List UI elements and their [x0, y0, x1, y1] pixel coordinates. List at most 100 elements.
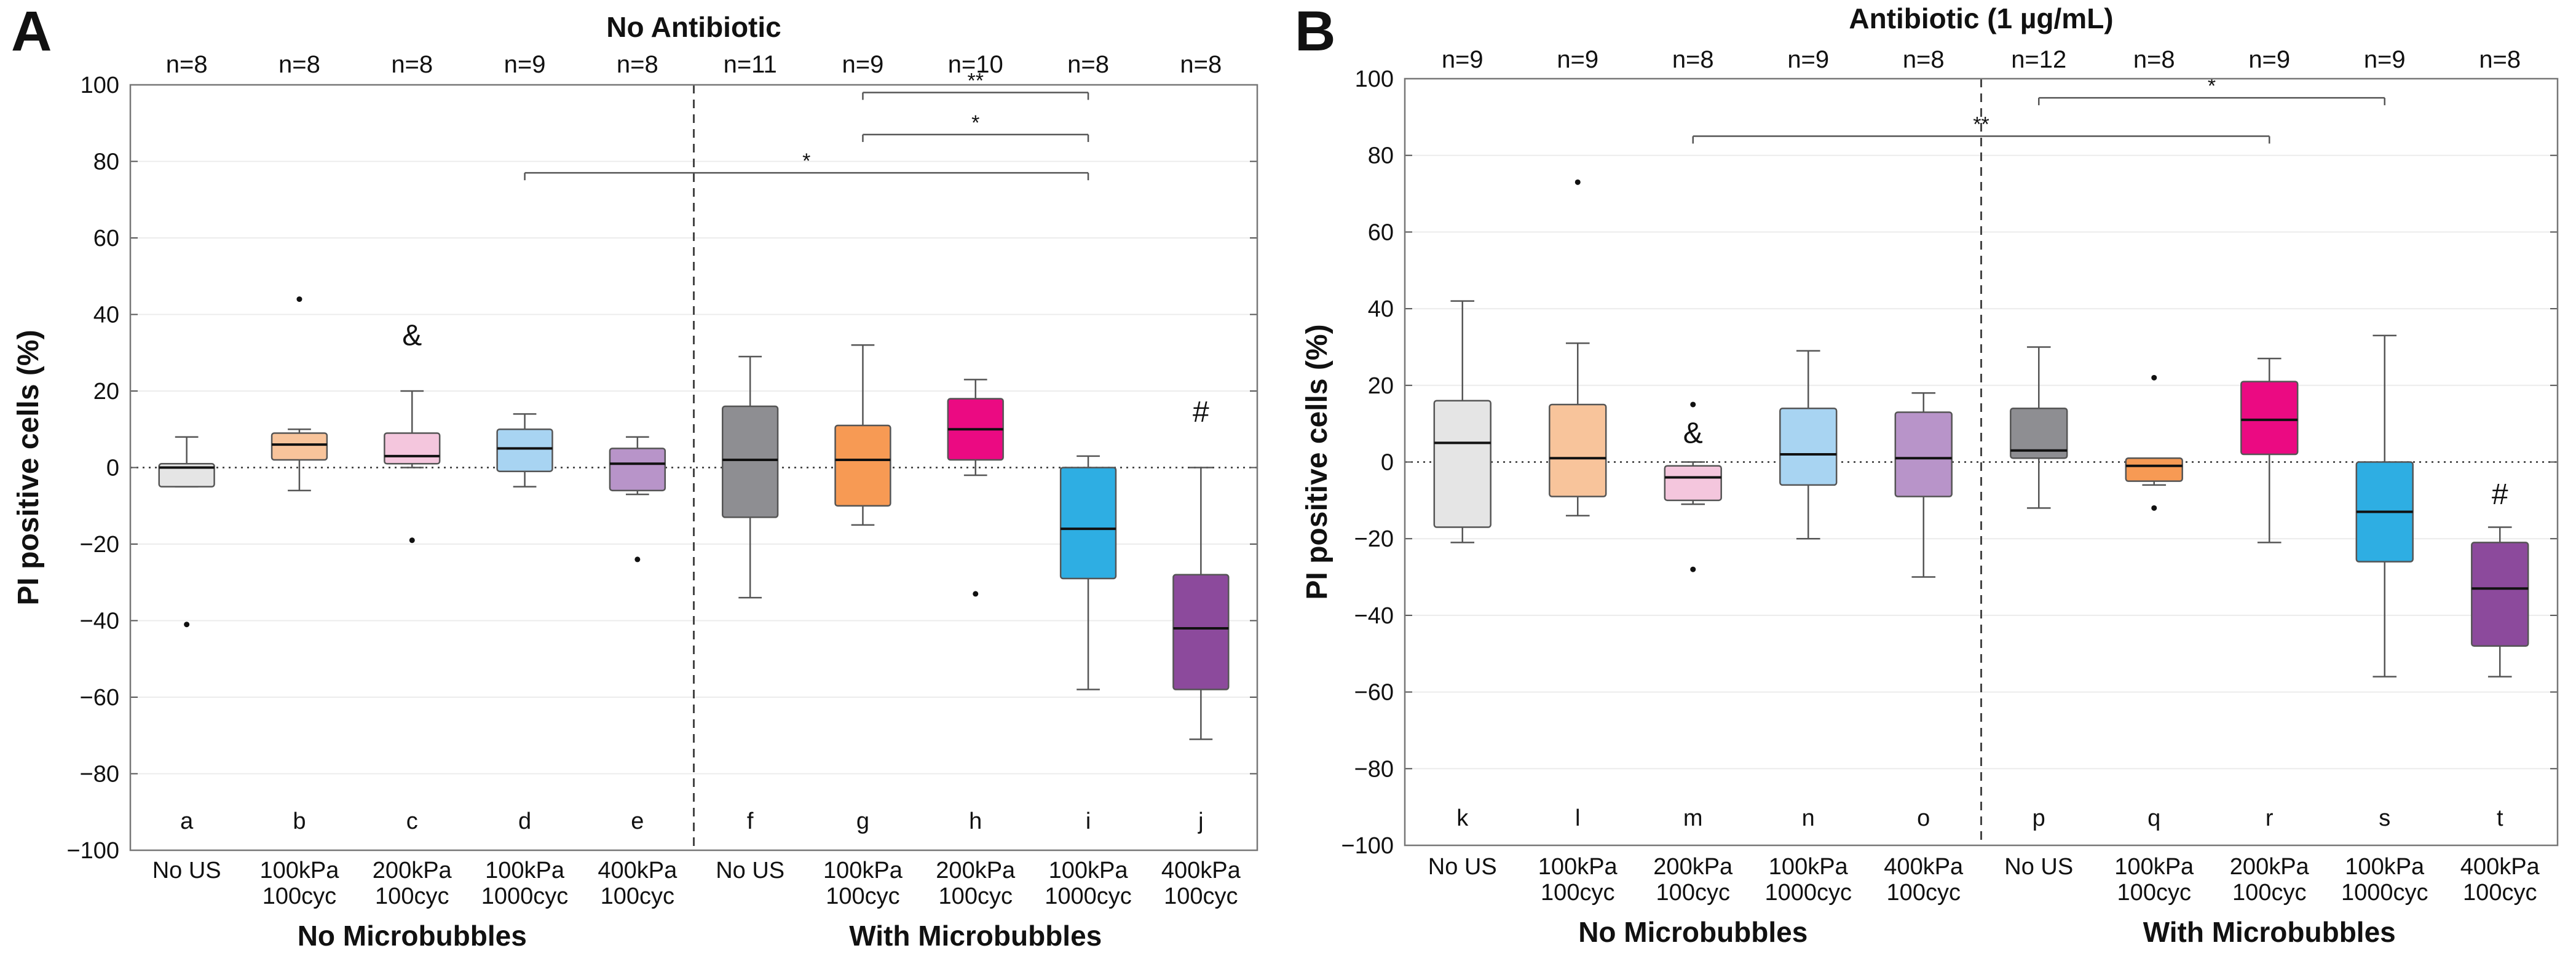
box-letter: t: [2497, 805, 2503, 831]
sample-size-label: n=9: [504, 51, 546, 78]
category-label-line2: 1000cyc: [1764, 880, 1852, 906]
sample-size-label: n=10: [948, 51, 1003, 78]
box: [384, 432, 441, 465]
box: [158, 463, 215, 488]
panel-title: Antibiotic (1 µg/mL): [1849, 2, 2113, 34]
sample-size-label: n=8: [391, 51, 433, 78]
category-label-line1: 100kPa: [485, 858, 565, 883]
category-label-line1: 400kPa: [1884, 854, 1964, 880]
sample-size-label: n=8: [1903, 46, 1945, 73]
category-label-line1: 200kPa: [2230, 854, 2310, 880]
box: [2010, 407, 2068, 459]
sample-size-label: n=8: [2133, 46, 2175, 73]
group-label-no-microbubbles: No Microbubbles: [1578, 916, 1808, 948]
category-label-line1: 400kPa: [598, 858, 678, 883]
box-letter: g: [856, 808, 869, 834]
box: [1172, 574, 1230, 690]
sample-size-label: n=9: [2364, 46, 2406, 73]
outlier-point: [296, 296, 302, 302]
category-label-line1: No US: [2004, 854, 2073, 880]
y-tick-label: −80: [80, 762, 119, 788]
box: [271, 432, 328, 461]
box-letter: i: [1086, 808, 1091, 834]
sample-size-label: n=9: [2248, 46, 2290, 73]
box-letter: o: [1917, 805, 1930, 831]
box: [834, 424, 891, 507]
panel-title: No Antibiotic: [606, 11, 781, 43]
category-label-line2: 1000cyc: [2341, 880, 2428, 906]
box-letter: b: [293, 808, 306, 834]
sample-size-label: n=8: [1067, 51, 1109, 78]
sample-size-label: n=8: [2479, 46, 2521, 73]
outlier-point: [634, 556, 641, 563]
y-tick-label: 20: [93, 379, 119, 405]
category-label-line2: 1000cyc: [1045, 883, 1132, 909]
box: [2240, 381, 2299, 456]
box: [609, 448, 666, 492]
y-tick-label: −100: [1341, 833, 1394, 859]
panel-b: −100 −80 −60 −40 −20 0 20 40 60 80 100 n=9 k No US n=9…: [1295, 0, 2559, 948]
box-letter: h: [969, 808, 982, 834]
sample-size-label: n=9: [1442, 46, 1484, 73]
category-label-line2: 1000cyc: [481, 883, 569, 909]
box: [2125, 457, 2183, 482]
plot-frame: [1404, 77, 2559, 847]
outlier-point: [409, 537, 415, 543]
category-label-line1: 100kPa: [260, 858, 340, 883]
box: [1779, 407, 1838, 486]
box-letter: n: [1802, 805, 1815, 831]
sample-size-label: n=8: [1180, 51, 1222, 78]
outlier-point: [973, 591, 979, 597]
significance-marker: &: [1683, 417, 1703, 449]
category-label-line1: 400kPa: [2460, 854, 2540, 880]
category-label-line1: 200kPa: [936, 858, 1016, 883]
y-tick-label: 0: [1381, 450, 1394, 476]
sample-size-label: n=8: [1672, 46, 1714, 73]
y-tick-label: 60: [93, 226, 119, 251]
category-label-line2: 100cyc: [1541, 880, 1614, 906]
box-letter: s: [2379, 805, 2390, 831]
category-label-line2: 100cyc: [1656, 880, 1730, 906]
box: [2471, 542, 2529, 647]
y-tick-label: 80: [93, 149, 119, 175]
y-tick-label: 20: [1368, 373, 1394, 399]
plot-frame: [129, 84, 1258, 851]
sample-size-label: n=9: [842, 51, 884, 78]
box-letter: j: [1198, 808, 1203, 834]
outlier-point: [1574, 179, 1581, 185]
box: [1549, 403, 1607, 497]
sample-size-label: n=8: [166, 51, 208, 78]
group-label-no-microbubbles: No Microbubbles: [298, 920, 527, 952]
box-letter: p: [2033, 805, 2045, 831]
category-label-line1: 100kPa: [1538, 854, 1618, 880]
box-letter: f: [747, 808, 754, 834]
outlier-point: [184, 622, 190, 628]
box: [721, 405, 779, 518]
box: [1664, 465, 1722, 502]
y-tick-label: −20: [80, 532, 119, 558]
category-label-line1: No US: [1428, 854, 1497, 880]
category-label-line1: 400kPa: [1161, 858, 1241, 883]
y-axis-label: PI positive cells (%): [1301, 324, 1333, 599]
y-tick-label: −60: [1354, 680, 1394, 706]
y-tick-label: −40: [1354, 603, 1394, 629]
group-label-with-microbubbles: With Microbubbles: [849, 920, 1102, 952]
sample-size-label: n=12: [2011, 46, 2066, 73]
y-tick-label: 40: [1368, 296, 1394, 322]
sample-size-label: n=8: [279, 51, 320, 78]
sample-size-label: n=9: [1557, 46, 1598, 73]
significance-marker: #: [1193, 396, 1209, 429]
sample-size-label: n=9: [1787, 46, 1829, 73]
category-label-line1: 100kPa: [2345, 854, 2425, 880]
significance-stars: *: [802, 149, 810, 173]
box: [1894, 411, 1953, 497]
panel-label: B: [1295, 0, 1335, 63]
outlier-point: [2151, 505, 2157, 511]
significance-stars: *: [971, 111, 979, 135]
significance-stars: *: [2208, 74, 2216, 98]
significance-stars: **: [1973, 113, 1989, 136]
y-tick-label: 40: [93, 302, 119, 328]
panel-label: A: [11, 0, 52, 63]
category-label-line2: 100cyc: [375, 883, 449, 909]
category-label-line1: No US: [152, 858, 221, 883]
